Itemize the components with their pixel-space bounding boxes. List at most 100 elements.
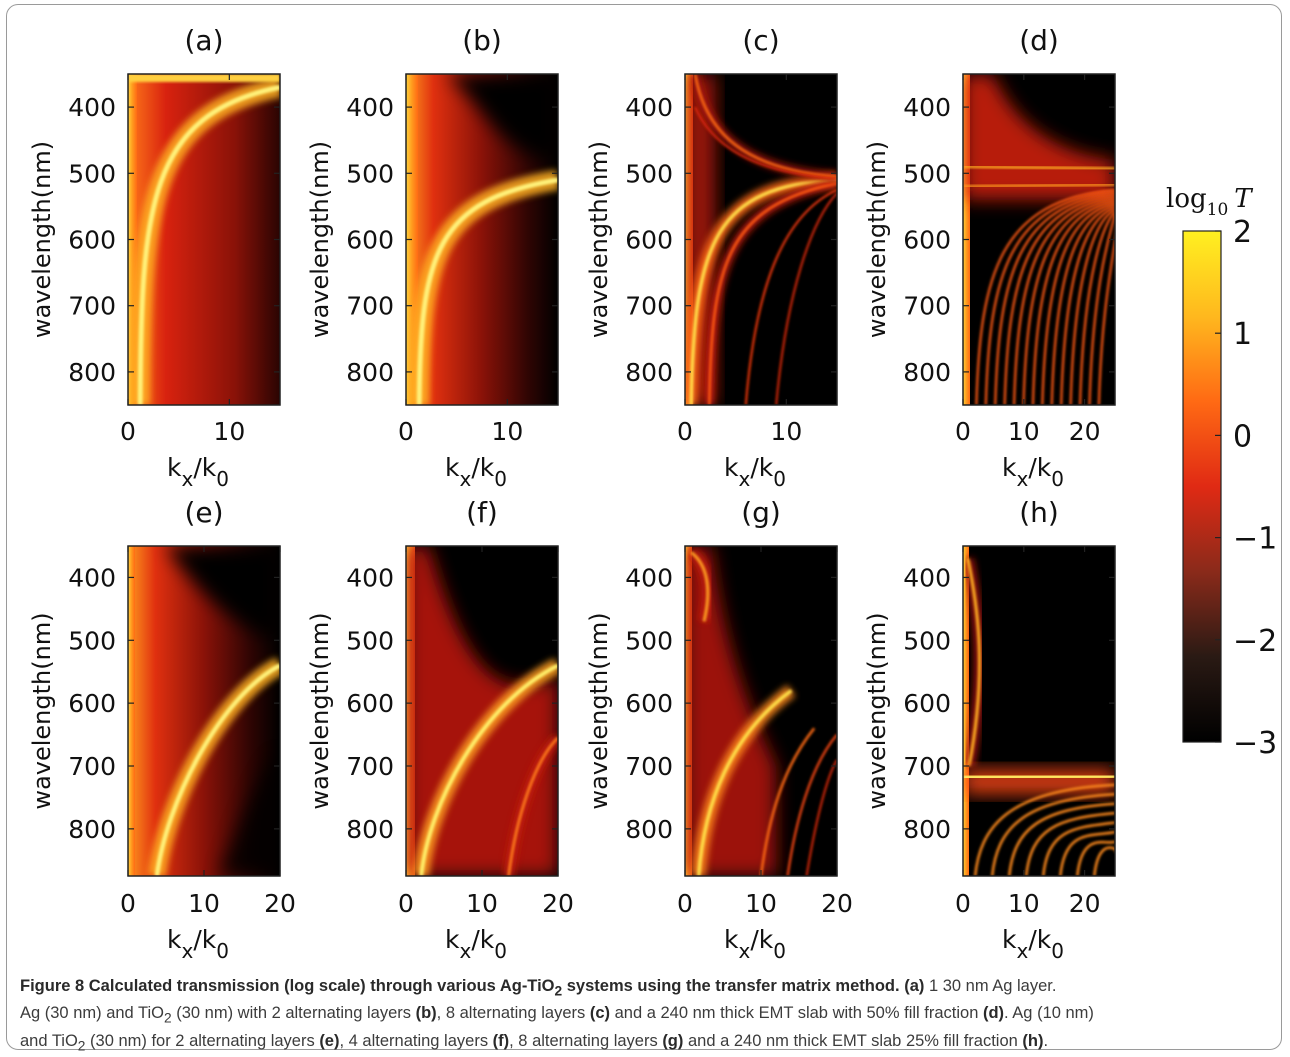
x-tick-label: 10 <box>466 889 498 918</box>
mode-curve <box>507 736 558 876</box>
panel-title: (f) <box>466 496 498 529</box>
mode-curve <box>759 727 816 876</box>
mode-curve <box>990 793 1115 876</box>
y-tick-label: 500 <box>903 159 951 188</box>
panel-title: (d) <box>1019 24 1059 57</box>
x-tick-label: 20 <box>1069 417 1101 446</box>
y-axis-label: wavelength(nm) <box>306 612 334 809</box>
x-tick-label: 20 <box>1069 889 1101 918</box>
x-tick-label: 10 <box>745 889 777 918</box>
y-tick-label: 800 <box>68 815 116 844</box>
mode-curve <box>975 188 1115 405</box>
y-tick-label: 700 <box>625 752 673 781</box>
mode-curve <box>1024 811 1115 876</box>
x-tick-label: 20 <box>264 889 296 918</box>
y-tick-label: 800 <box>903 358 951 387</box>
x-axis-label: kx/k0 <box>1002 453 1064 491</box>
mode-curve <box>419 663 558 876</box>
figure-caption: Figure 8 Calculated transmission (log sc… <box>20 977 1094 1053</box>
panel-title: (e) <box>184 496 223 529</box>
mode-curve <box>775 192 837 405</box>
x-tick-label: 0 <box>955 417 971 446</box>
x-tick-label: 0 <box>120 889 136 918</box>
y-tick-label: 600 <box>625 226 673 255</box>
y-tick-label: 500 <box>625 626 673 655</box>
x-tick-label: 0 <box>677 417 693 446</box>
y-axis-label: wavelength(nm) <box>585 141 613 338</box>
colorbar-tick-label: 1 <box>1233 317 1252 352</box>
heatmap-area <box>128 546 280 876</box>
mode-curve <box>693 74 837 178</box>
panel-g: 400 500 600 700 800 0 10 20 (g) wavelength(nm) kx/… <box>585 496 853 963</box>
colorbar-tick-label: 2 <box>1233 215 1252 250</box>
y-tick-label: 400 <box>903 563 951 592</box>
mode-curve <box>696 689 793 876</box>
y-tick-label: 600 <box>68 226 116 255</box>
mode-curve <box>689 178 837 405</box>
mode-curve <box>1022 198 1115 405</box>
colorbar-tick-label: −3 <box>1233 726 1277 761</box>
mode-curve <box>154 663 280 876</box>
x-axis-label: kx/k0 <box>167 453 229 491</box>
mode-curve <box>966 558 982 767</box>
x-tick-label: 0 <box>398 417 414 446</box>
x-tick-label: 10 <box>1008 417 1040 446</box>
y-tick-label: 500 <box>68 159 116 188</box>
y-tick-label: 400 <box>903 93 951 122</box>
panel-d: 400 500 600 700 800 0 10 20 (d) wavelength(nm) kx/… <box>863 24 1116 491</box>
panel-h: 400 500 600 700 800 0 10 20 (h) wavelength(nm) kx/… <box>863 496 1116 963</box>
y-tick-label: 400 <box>346 93 394 122</box>
y-tick-label: 600 <box>68 689 116 718</box>
y-tick-label: 800 <box>903 815 951 844</box>
x-tick-label: 10 <box>213 417 245 446</box>
x-tick-label: 0 <box>677 889 693 918</box>
plot-frame <box>962 545 1116 877</box>
panel-c: 400 500 600 700 800 0 10 (c) wavelength(nm) kx/k0 <box>585 24 838 491</box>
y-tick-label: 500 <box>903 626 951 655</box>
x-axis-label: kx/k0 <box>445 453 507 491</box>
heatmap-area <box>128 74 280 405</box>
panel-a: 400 500 600 700 800 0 10 (a) wavelength(nm) kx/k0 <box>28 24 281 491</box>
mode-curve <box>963 183 1115 188</box>
x-axis-label: kx/k0 <box>445 925 507 963</box>
y-tick-label: 800 <box>346 358 394 387</box>
heatmap-area <box>963 74 1115 405</box>
light-line-edge <box>128 546 135 876</box>
heatmap-area <box>406 74 558 405</box>
colorbar: 2 1 0 −1 −2 −3 log10 T <box>1166 184 1277 761</box>
y-tick-label: 400 <box>346 563 394 592</box>
y-axis-label: wavelength(nm) <box>863 612 891 809</box>
y-axis-label: wavelength(nm) <box>585 612 613 809</box>
x-axis-label: kx/k0 <box>724 453 786 491</box>
x-tick-label: 0 <box>398 889 414 918</box>
mode-curve <box>1076 840 1115 876</box>
mode-curve <box>1093 846 1115 876</box>
y-tick-label: 800 <box>625 815 673 844</box>
x-tick-label: 10 <box>770 417 802 446</box>
y-axis-label: wavelength(nm) <box>863 141 891 338</box>
mode-curve <box>1041 202 1115 405</box>
x-tick-label: 20 <box>821 889 853 918</box>
caption-title: Figure 8 Calculated transmission (log sc… <box>20 977 900 999</box>
light-line-edge <box>963 546 969 876</box>
x-tick-label: 10 <box>491 417 523 446</box>
mode-curve <box>416 177 558 405</box>
y-tick-label: 400 <box>68 563 116 592</box>
y-tick-label: 700 <box>68 752 116 781</box>
caption-ref-a: (a) <box>904 977 925 995</box>
mode-curve <box>984 190 1115 405</box>
y-tick-label: 600 <box>903 689 951 718</box>
y-tick-label: 600 <box>903 226 951 255</box>
mode-curve <box>708 182 837 405</box>
mode-curve <box>690 551 710 622</box>
colorbar-gradient <box>1182 230 1222 743</box>
x-axis-label: kx/k0 <box>167 925 229 963</box>
mode-curve <box>1069 208 1115 405</box>
mode-curve <box>137 84 280 405</box>
mode-curve <box>1031 200 1115 405</box>
heatmap-area <box>685 546 837 876</box>
y-tick-label: 500 <box>625 159 673 188</box>
x-tick-label: 0 <box>955 889 971 918</box>
y-tick-label: 700 <box>68 292 116 321</box>
y-tick-label: 400 <box>625 93 673 122</box>
